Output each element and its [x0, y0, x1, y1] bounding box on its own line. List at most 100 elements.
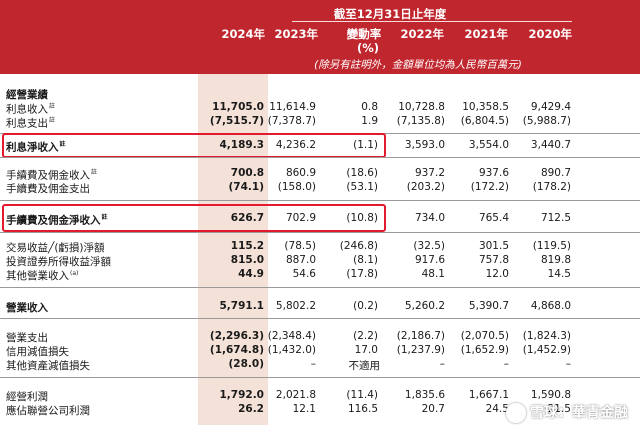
value-2023: 702.9: [285, 212, 316, 224]
value-2024: 700.8: [230, 167, 264, 179]
row-divider: [0, 200, 640, 201]
value-change: 116.5: [347, 403, 378, 415]
snowball-logo-icon: [506, 403, 526, 423]
value-change: 1.9: [361, 115, 378, 127]
row-label: 營業支出: [6, 332, 48, 344]
value-2022: 48.1: [421, 268, 445, 280]
value-2020: 819.8: [540, 254, 571, 266]
row-label: 利息收入: [6, 103, 48, 116]
value-2024: 11,705.0: [212, 101, 264, 113]
value-2023: 5,802.2: [275, 300, 316, 312]
value-2020: (1,824.3): [522, 330, 571, 342]
value-2021: 3,554.0: [468, 139, 509, 151]
row-divider: [0, 377, 640, 378]
row-label: 其他營業收入: [6, 270, 69, 282]
header-divider: [292, 21, 572, 22]
change-header: 變動率: [346, 27, 382, 41]
footnote-mark: 註: [101, 214, 108, 221]
value-2023: (1,432.0): [267, 344, 316, 356]
value-2021: (6,804.5): [460, 115, 509, 127]
row-label: 信用減值損失: [6, 346, 69, 358]
row-label: 利息支出: [6, 117, 48, 130]
row-divider: [0, 157, 640, 158]
year-2020-header: 2020年: [528, 27, 572, 41]
value-change: (10.8): [346, 212, 378, 224]
value-2023: 2,021.8: [275, 389, 316, 401]
value-change: (11.4): [346, 389, 378, 401]
value-2021: –: [503, 358, 509, 370]
footnote-mark: 註: [91, 169, 98, 176]
value-2022: 734.0: [414, 212, 445, 224]
value-2021: (1,652.9): [460, 344, 509, 356]
value-2022: (32.5): [413, 240, 445, 252]
value-2022: 5,260.2: [404, 300, 445, 312]
row-label: 經營利潤: [6, 391, 48, 403]
value-2022: 20.7: [421, 403, 445, 415]
value-2020: (178.2): [532, 181, 571, 193]
value-2023: 4,236.2: [275, 139, 316, 151]
footnote-mark: 註: [49, 103, 56, 110]
value-change: (18.6): [346, 167, 378, 179]
value-2020: (5,988.7): [522, 115, 571, 127]
row-divider: [0, 232, 640, 233]
highlight-box-net-fee: [2, 204, 386, 232]
value-2022: 917.6: [414, 254, 445, 266]
value-2024: (1,674.8): [209, 344, 264, 356]
value-change: (8.1): [353, 254, 378, 266]
footnote-mark: (a): [70, 269, 79, 277]
value-2024: 1,792.0: [219, 389, 264, 401]
row-label: 手續費及佣金淨收入: [6, 214, 101, 227]
value-2023: (158.0): [277, 181, 316, 193]
value-2024: 815.0: [230, 254, 264, 266]
highlight-2024-column: [198, 74, 268, 425]
section-operating-results: 經營業績: [6, 89, 48, 101]
value-2023: (2,348.4): [267, 330, 316, 342]
value-2023: (7,378.7): [267, 115, 316, 127]
value-2022: (7,135.8): [396, 115, 445, 127]
value-2022: 937.2: [414, 167, 445, 179]
value-2020: (1,452.9): [522, 344, 571, 356]
value-2020: 3,440.7: [530, 139, 571, 151]
value-2023: 12.1: [292, 403, 316, 415]
value-change: (1.1): [353, 139, 378, 151]
value-2021: 1,667.1: [468, 389, 509, 401]
value-2024: 44.9: [238, 268, 264, 280]
value-2024: 5,791.1: [219, 300, 264, 312]
row-divider: [0, 287, 640, 288]
value-2024: (74.1): [228, 181, 264, 193]
value-2024: 626.7: [230, 212, 264, 224]
value-2022: (203.2): [406, 181, 445, 193]
value-2024: 115.2: [230, 240, 264, 252]
value-2022: (1,237.9): [396, 344, 445, 356]
year-2021-header: 2021年: [464, 27, 508, 41]
value-2022: (2,186.7): [396, 330, 445, 342]
value-2020: 712.5: [540, 212, 571, 224]
highlight-box-net-interest: [2, 133, 386, 158]
watermark-text: 雪球：華青金融: [530, 405, 628, 421]
value-change: 0.8: [361, 101, 378, 113]
row-label: 利息淨收入: [6, 141, 59, 154]
row-label: 營業收入: [6, 302, 48, 314]
year-2022-header: 2022年: [400, 27, 444, 41]
value-2021: 5,390.7: [468, 300, 509, 312]
period-header: 截至12月31日止年度: [333, 7, 447, 21]
value-2022: –: [439, 358, 445, 370]
footnote-mark: 註: [49, 117, 56, 124]
row-divider: [0, 318, 640, 319]
value-2020: 9,429.4: [530, 101, 571, 113]
value-2021: 301.5: [478, 240, 509, 252]
value-2023: 887.0: [285, 254, 316, 266]
row-label: 投資證券所得收益淨額: [6, 256, 111, 268]
value-2020: 4,868.0: [530, 300, 571, 312]
value-2023: 54.6: [292, 268, 316, 280]
value-2021: 12.0: [485, 268, 509, 280]
value-change: 17.0: [354, 344, 378, 356]
value-change: (0.2): [353, 300, 378, 312]
footnote-mark: 註: [59, 141, 66, 148]
value-2024: (2,296.3): [209, 330, 264, 342]
row-label: 手續費及佣金支出: [6, 183, 90, 195]
value-2022: 3,593.0: [404, 139, 445, 151]
value-2023: 11,614.9: [269, 101, 316, 113]
value-2023: 860.9: [285, 167, 316, 179]
value-2021: 937.6: [478, 167, 509, 179]
